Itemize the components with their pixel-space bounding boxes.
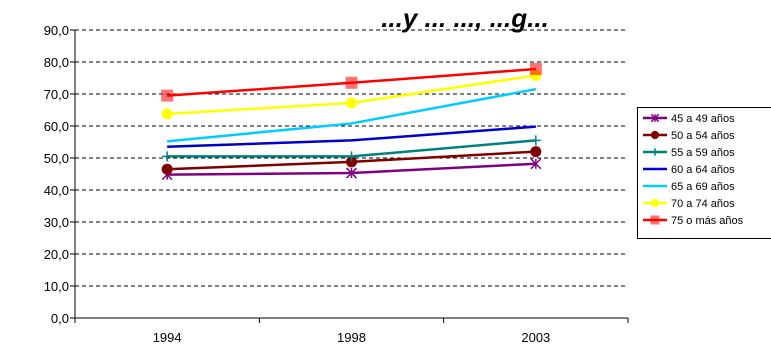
plus-marker — [346, 151, 357, 162]
star-marker — [650, 113, 660, 123]
series-path — [167, 125, 536, 149]
y-tick-label: 10,0 — [44, 279, 69, 294]
legend-label: 65 a 69 años — [671, 181, 735, 193]
square-marker — [161, 89, 174, 102]
legend-label: 55 a 59 años — [671, 147, 735, 159]
series-line — [162, 135, 541, 162]
legend-label: 75 o más años — [671, 215, 744, 227]
data-point — [346, 97, 357, 109]
y-tick-label: 90,0 — [44, 23, 69, 38]
plus-marker — [651, 148, 659, 156]
y-tick-label: 60,0 — [44, 119, 69, 134]
legend-label: 60 a 64 años — [671, 164, 735, 176]
series-layer — [161, 63, 542, 181]
series-line — [161, 63, 542, 102]
circle-marker — [650, 198, 660, 208]
axes: 0,0 10,0 20,0 30,0 40,0 50,0 60,0 70,0 80,0 90,0 1… — [44, 23, 629, 345]
data-point — [161, 108, 173, 120]
y-tick-label: 30,0 — [44, 215, 69, 230]
legend-label: 45 a 49 años — [671, 113, 735, 125]
plus-marker — [530, 135, 541, 146]
star-marker — [530, 158, 542, 170]
circle-marker — [346, 97, 357, 109]
circle-marker — [650, 130, 660, 140]
x-tick-label: 1994 — [153, 330, 182, 345]
y-tick-label: 50,0 — [44, 151, 69, 166]
y-tick-label: 80,0 — [44, 55, 69, 70]
y-tick-label: 40,0 — [44, 183, 69, 198]
legend-item: 70 a 74 años — [643, 198, 735, 210]
data-point — [345, 167, 358, 179]
data-point — [346, 156, 357, 168]
legend-item: 50 a 54 años — [643, 130, 735, 142]
plus-marker — [162, 151, 173, 162]
data-point — [530, 158, 542, 170]
chart-title: ...y ... ..., ...g... — [381, 3, 549, 33]
legend-box — [637, 107, 771, 239]
data-point — [162, 151, 173, 162]
legend-label: 50 a 54 años — [671, 130, 735, 142]
circle-marker — [161, 108, 173, 120]
square-marker — [650, 215, 660, 225]
legend-item: 65 a 69 años — [643, 181, 735, 193]
x-tick-label: 1998 — [337, 330, 366, 345]
series-line — [167, 87, 537, 143]
circle-marker — [346, 156, 357, 168]
data-point — [346, 151, 357, 162]
y-tick-label: 20,0 — [44, 247, 69, 262]
legend-item: 75 o más años — [643, 215, 744, 227]
legend-label: 70 a 74 años — [671, 198, 735, 210]
series-line — [161, 146, 542, 175]
x-tick-label: 2003 — [521, 330, 550, 345]
data-point — [161, 163, 173, 175]
data-point — [161, 89, 174, 102]
legend-item: 45 a 49 años — [643, 113, 735, 125]
data-point — [530, 146, 542, 158]
legend: 45 a 49 años 50 a 54 años 55 a 59 años 60 a… — [637, 107, 771, 239]
circle-marker — [530, 146, 542, 158]
circle-marker — [161, 163, 173, 175]
y-tick-label: 70,0 — [44, 87, 69, 102]
legend-item: 55 a 59 años — [643, 147, 735, 159]
square-marker — [345, 76, 358, 89]
series-path — [167, 87, 537, 143]
y-tick-label: 0,0 — [51, 311, 69, 326]
star-marker — [345, 167, 358, 179]
series-line — [167, 125, 536, 149]
data-point — [529, 63, 542, 76]
square-marker — [529, 63, 542, 76]
data-point — [345, 76, 358, 89]
legend-item: 60 a 64 años — [643, 164, 735, 176]
data-point — [530, 135, 541, 146]
